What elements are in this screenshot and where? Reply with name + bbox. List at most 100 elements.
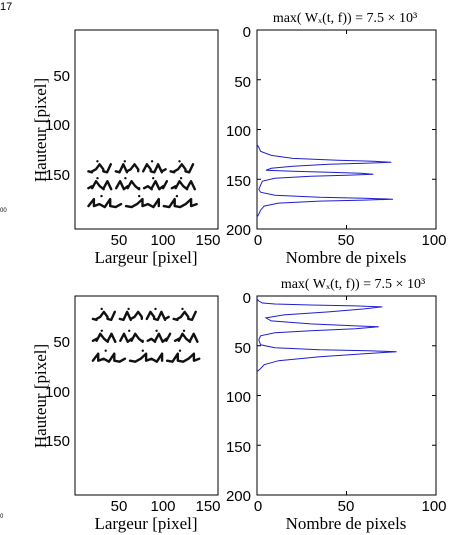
handwritten-word — [124, 197, 160, 209]
handwriting-group — [87, 160, 198, 209]
x-tick-label: 100 — [150, 232, 175, 249]
y-tick-label: 150 — [45, 433, 70, 450]
profile-panel-top: max( Wₓ(t, f)) = 7.5 × 10³ 0 50 100 0 50… — [226, 11, 447, 267]
handwritten-word — [87, 197, 123, 209]
y-tick-labels: 0 50 100 150 200 — [226, 290, 251, 505]
plot-frame — [256, 29, 437, 230]
handwritten-dot — [154, 307, 157, 311]
x-tick-labels: 50 100 150 — [111, 232, 221, 249]
x-tick-label: 0 — [254, 498, 262, 515]
x-tick-label: 0 — [254, 232, 262, 249]
handwritten-word — [114, 163, 140, 174]
image-panel-top: 50 100 150 50 100 150 Largeur [pixel] Ha… — [31, 29, 221, 267]
edge-mark-2: 0 — [0, 514, 4, 520]
profile-line — [256, 298, 397, 372]
handwritten-word — [145, 310, 170, 322]
y-tick-label: 100 — [45, 384, 70, 401]
x-tick-label: 150 — [195, 498, 220, 515]
handwritten-word — [170, 180, 196, 191]
handwritten-dot — [128, 329, 131, 332]
y-tick-labels: 0 50 100 150 200 — [226, 24, 251, 239]
handwritten-word — [91, 332, 117, 343]
x-axis-label: Largeur [pixel] — [94, 248, 197, 267]
x-tick-label: 100 — [150, 498, 175, 515]
y-tick-label: 150 — [226, 439, 251, 456]
handwritten-dot — [179, 177, 183, 180]
y-tick-labels: 50 100 150 — [45, 68, 70, 184]
y-tick-label: 50 — [234, 74, 251, 91]
handwritten-dot — [178, 160, 181, 163]
chart-title: max( Wₓ(t, f)) = 7.5 × 10³ — [281, 277, 425, 292]
handwritten-dot — [138, 194, 141, 198]
x-tick-label: 50 — [338, 498, 355, 515]
image-frame — [74, 295, 219, 496]
x-axis-label: Nombre de pixels — [286, 514, 407, 533]
y-tick-labels: 50 100 150 — [45, 334, 70, 450]
x-tick-label: 50 — [111, 232, 128, 249]
handwritten-word — [172, 310, 197, 322]
x-tick-label: 50 — [338, 232, 355, 249]
handwritten-dot — [104, 349, 107, 352]
handwritten-dot — [178, 349, 182, 352]
x-axis-label: Nombre de pixels — [286, 248, 407, 267]
handwritten-word — [87, 180, 113, 191]
x-tick-labels: 0 50 100 — [254, 498, 447, 515]
y-tick-label: 100 — [226, 389, 251, 406]
y-tick-label: 50 — [53, 68, 70, 85]
y-tick-label: 50 — [53, 334, 70, 351]
y-tick-label: 0 — [243, 24, 251, 41]
chart-title: max( Wₓ(t, f)) = 7.5 × 10³ — [273, 11, 417, 26]
handwritten-word — [165, 352, 201, 363]
handwritten-dot — [96, 160, 99, 163]
y-axis-label: Hauteur [pixel] — [31, 78, 50, 182]
handwritten-word — [162, 197, 198, 209]
handwritten-word — [91, 310, 116, 322]
x-tick-label: 100 — [421, 498, 446, 515]
handwritten-dot — [182, 329, 186, 332]
x-tick-labels: 50 100 150 — [111, 498, 221, 515]
handwritten-dot — [96, 177, 99, 180]
handwritten-dot — [127, 307, 130, 311]
image-frame — [74, 29, 219, 230]
handwritten-word — [87, 163, 112, 174]
handwritten-word — [119, 332, 144, 343]
image-panel-bottom: 50 100 150 50 100 150 Largeur [pixel] Ha… — [31, 295, 221, 533]
x-tick-label: 150 — [195, 232, 220, 249]
edge-mark-1: 00 — [0, 208, 7, 214]
y-tick-label: 200 — [226, 488, 251, 505]
handwritten-dot — [100, 329, 104, 332]
handwritten-word — [142, 163, 167, 174]
handwritten-dot — [181, 307, 184, 311]
handwritten-dot — [155, 329, 158, 332]
y-axis-label: Hauteur [pixel] — [31, 344, 50, 448]
handwritten-word — [142, 180, 169, 191]
x-axis-label: Largeur [pixel] — [94, 514, 197, 533]
handwritten-dot — [152, 177, 155, 180]
page-corner-label: 17 — [0, 1, 12, 13]
profile-line — [256, 144, 394, 218]
handwritten-word — [128, 352, 164, 363]
handwritten-word — [118, 310, 143, 322]
x-tick-label: 50 — [111, 498, 128, 515]
handwritten-dot — [175, 194, 179, 198]
y-tick-label: 100 — [45, 117, 70, 134]
handwritten-dot — [100, 194, 103, 198]
handwritten-dot — [100, 307, 103, 311]
profile-panel-bottom: max( Wₓ(t, f)) = 7.5 × 10³ 0 50 100 0 50… — [226, 277, 447, 533]
handwritten-word — [173, 332, 199, 343]
y-tick-label: 100 — [226, 123, 251, 140]
ticks — [256, 295, 437, 496]
handwritten-dot — [124, 177, 127, 180]
handwritten-dot — [123, 160, 127, 163]
handwritten-word — [91, 352, 127, 363]
handwritten-dot — [150, 160, 154, 163]
y-tick-label: 200 — [226, 222, 251, 239]
ticks — [256, 29, 437, 230]
handwritten-word — [146, 332, 172, 343]
y-tick-label: 0 — [243, 290, 251, 307]
x-tick-labels: 0 50 100 — [254, 232, 447, 249]
y-tick-label: 50 — [234, 340, 251, 357]
handwriting-group — [91, 307, 201, 363]
handwritten-word — [115, 180, 141, 191]
